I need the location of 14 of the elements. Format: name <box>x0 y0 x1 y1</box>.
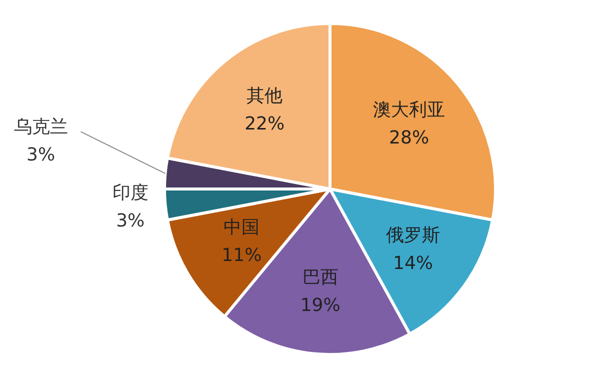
slice-label: 巴西 <box>302 266 338 288</box>
data-label: 3% <box>26 144 56 166</box>
data-label: 14% <box>393 252 434 274</box>
slice-label: 俄罗斯 <box>386 224 440 246</box>
slice-label: 中国 <box>224 216 260 238</box>
data-label: 11% <box>222 244 262 266</box>
data-label: 19% <box>300 294 340 316</box>
slice-label: 印度 <box>112 182 148 204</box>
slice-label: 乌克兰 <box>14 116 68 138</box>
data-label: 3% <box>116 210 145 232</box>
slice-label: 澳大利亚 <box>373 99 446 120</box>
slice-label: 其他 <box>246 86 283 107</box>
data-label: 22% <box>244 114 285 135</box>
data-label: 28% <box>389 127 430 148</box>
